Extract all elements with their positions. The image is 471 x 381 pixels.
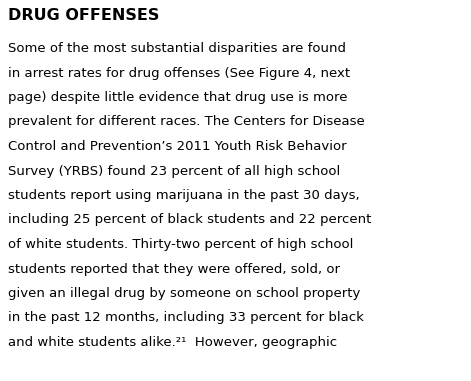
Text: given an illegal drug by someone on school property: given an illegal drug by someone on scho… [8, 287, 360, 300]
Text: students reported that they were offered, sold, or: students reported that they were offered… [8, 263, 340, 275]
Text: prevalent for different races. The Centers for Disease: prevalent for different races. The Cente… [8, 115, 365, 128]
Text: Control and Prevention’s 2011 Youth Risk Behavior: Control and Prevention’s 2011 Youth Risk… [8, 140, 347, 153]
Text: and white students alike.²¹  However, geographic: and white students alike.²¹ However, geo… [8, 336, 337, 349]
Text: page) despite little evidence that drug use is more: page) despite little evidence that drug … [8, 91, 348, 104]
Text: Some of the most substantial disparities are found: Some of the most substantial disparities… [8, 42, 346, 55]
Text: in arrest rates for drug offenses (See Figure 4, next: in arrest rates for drug offenses (See F… [8, 67, 350, 80]
Text: students report using marijuana in the past 30 days,: students report using marijuana in the p… [8, 189, 360, 202]
Text: including 25 percent of black students and 22 percent: including 25 percent of black students a… [8, 213, 371, 226]
Text: in the past 12 months, including 33 percent for black: in the past 12 months, including 33 perc… [8, 312, 364, 325]
Text: of white students. Thirty-two percent of high school: of white students. Thirty-two percent of… [8, 238, 353, 251]
Text: Survey (YRBS) found 23 percent of all high school: Survey (YRBS) found 23 percent of all hi… [8, 165, 340, 178]
Text: DRUG OFFENSES: DRUG OFFENSES [8, 8, 159, 23]
